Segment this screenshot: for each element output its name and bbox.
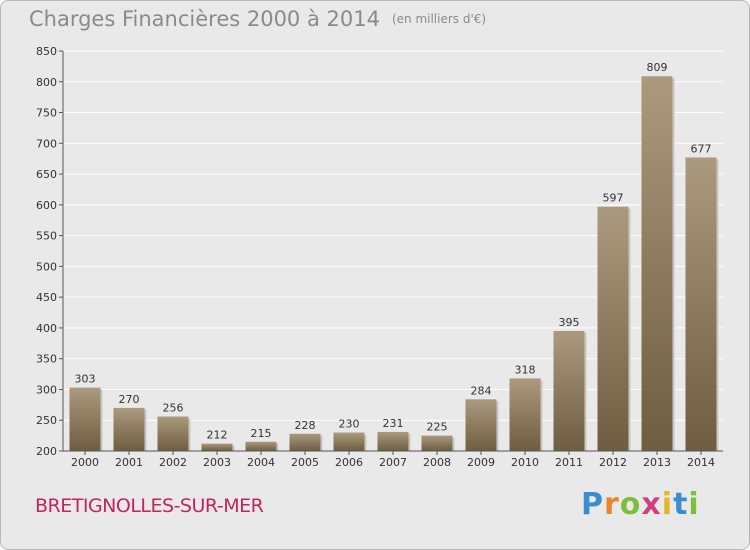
x-tick-label: 2000 <box>71 456 99 469</box>
y-tick-label: 800 <box>36 76 57 89</box>
bar-value-label: 215 <box>251 427 272 440</box>
y-tick-label: 500 <box>36 260 57 273</box>
x-tick-label: 2003 <box>203 456 231 469</box>
x-tick-label: 2005 <box>291 456 319 469</box>
chart-title-text: Charges Financières 2000 à 2014 <box>29 7 380 31</box>
y-tick-label: 750 <box>36 107 57 120</box>
proxiti-logo-letter: t <box>673 487 689 522</box>
bar <box>421 435 453 451</box>
x-tick-label: 2006 <box>335 456 363 469</box>
bar <box>597 206 629 451</box>
bar-value-label: 395 <box>559 316 580 329</box>
bar-value-label: 228 <box>295 419 316 432</box>
y-tick-label: 450 <box>36 291 57 304</box>
x-tick-label: 2014 <box>687 456 715 469</box>
y-tick-label: 200 <box>36 445 57 458</box>
bar-value-label: 284 <box>471 384 492 397</box>
x-tick-label: 2012 <box>599 456 627 469</box>
y-tick-label: 850 <box>36 45 57 58</box>
proxiti-logo-letter: P <box>581 487 604 522</box>
x-tick-label: 2010 <box>511 456 539 469</box>
y-tick-label: 650 <box>36 168 57 181</box>
y-tick-label: 400 <box>36 322 57 335</box>
x-tick-label: 2008 <box>423 456 451 469</box>
bar-value-label: 225 <box>427 421 448 434</box>
x-tick-label: 2007 <box>379 456 407 469</box>
bar <box>509 378 541 451</box>
bar <box>553 331 585 451</box>
bar-value-label: 212 <box>207 429 228 442</box>
x-tick-label: 2013 <box>643 456 671 469</box>
bar-value-label: 597 <box>603 192 624 205</box>
x-tick-label: 2002 <box>159 456 187 469</box>
bar-value-label: 318 <box>515 363 536 376</box>
bar <box>465 399 497 451</box>
chart-title: Charges Financières 2000 à 2014 (en milli… <box>29 7 486 31</box>
proxiti-logo-letter: r <box>604 487 620 522</box>
bar-value-label: 256 <box>163 402 184 415</box>
bar-value-label: 677 <box>691 142 712 155</box>
y-tick-label: 300 <box>36 383 57 396</box>
bar <box>377 431 409 451</box>
y-tick-label: 550 <box>36 230 57 243</box>
y-tick-label: 600 <box>36 199 57 212</box>
bar-value-label: 270 <box>119 393 140 406</box>
bar <box>685 157 717 451</box>
x-tick-label: 2001 <box>115 456 143 469</box>
bar-value-label: 230 <box>339 418 360 431</box>
x-tick-label: 2004 <box>247 456 275 469</box>
y-tick-label: 700 <box>36 137 57 150</box>
bar <box>641 76 673 451</box>
proxiti-logo-letter: i <box>688 487 700 522</box>
proxiti-logo-letter: x <box>641 487 662 522</box>
bar <box>245 441 277 451</box>
bar-value-label: 809 <box>647 61 668 74</box>
proxiti-logo-letter: i <box>661 487 674 522</box>
bar-value-label: 231 <box>383 417 404 430</box>
proxiti-logo-letter: o <box>619 487 642 522</box>
x-tick-label: 2011 <box>555 456 583 469</box>
chart-unit: (en milliers d'€) <box>391 12 487 26</box>
bar <box>201 443 233 451</box>
bar <box>113 407 145 451</box>
proxiti-logo: Proxiti <box>581 487 700 522</box>
bar <box>157 416 189 451</box>
x-tick-label: 2009 <box>467 456 495 469</box>
bar <box>333 432 365 451</box>
y-tick-label: 250 <box>36 414 57 427</box>
y-tick-label: 350 <box>36 353 57 366</box>
bar-value-label: 303 <box>75 373 96 386</box>
bar <box>69 387 101 451</box>
bar <box>289 433 321 451</box>
commune-name: BRETIGNOLLES-SUR-MER <box>35 495 264 517</box>
